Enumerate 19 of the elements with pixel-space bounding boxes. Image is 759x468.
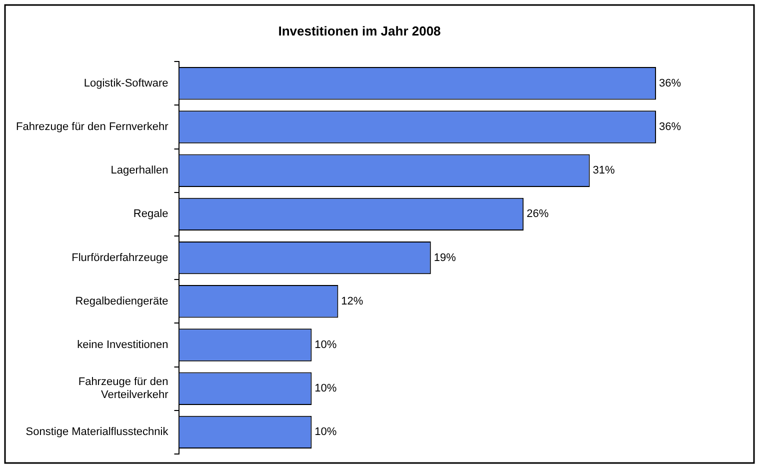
y-tick-label: Flurförderfahrzeuge [72,252,168,264]
y-tick-label: Regale [133,208,168,220]
y-tick-label: Logistik-Software [84,77,168,90]
data-label: 19% [434,252,456,264]
data-label: 31% [592,164,616,177]
chart-title: Investitionen im Jahr 2008 [278,23,441,38]
y-tick-label: Lagerhallen [110,164,168,177]
y-tick-label: Fahrzeuge für den Verteilverkehr [78,376,169,402]
y-tick-label: Sonstige Materialflusstechnik [26,426,169,438]
data-label: 36% [659,77,682,90]
data-label: 10% [314,339,337,352]
data-label: 10% [314,382,337,395]
data-label: 12% [341,295,364,308]
y-tick-label: keine Investitionen [77,339,168,352]
data-label: 10% [314,426,337,438]
data-label: 26% [526,208,549,220]
y-tick-label: Regalbediengeräte [75,295,168,308]
data-label: 36% [659,121,682,134]
y-tick-label: Fahrezuge für den Fernverkehr [16,121,169,134]
